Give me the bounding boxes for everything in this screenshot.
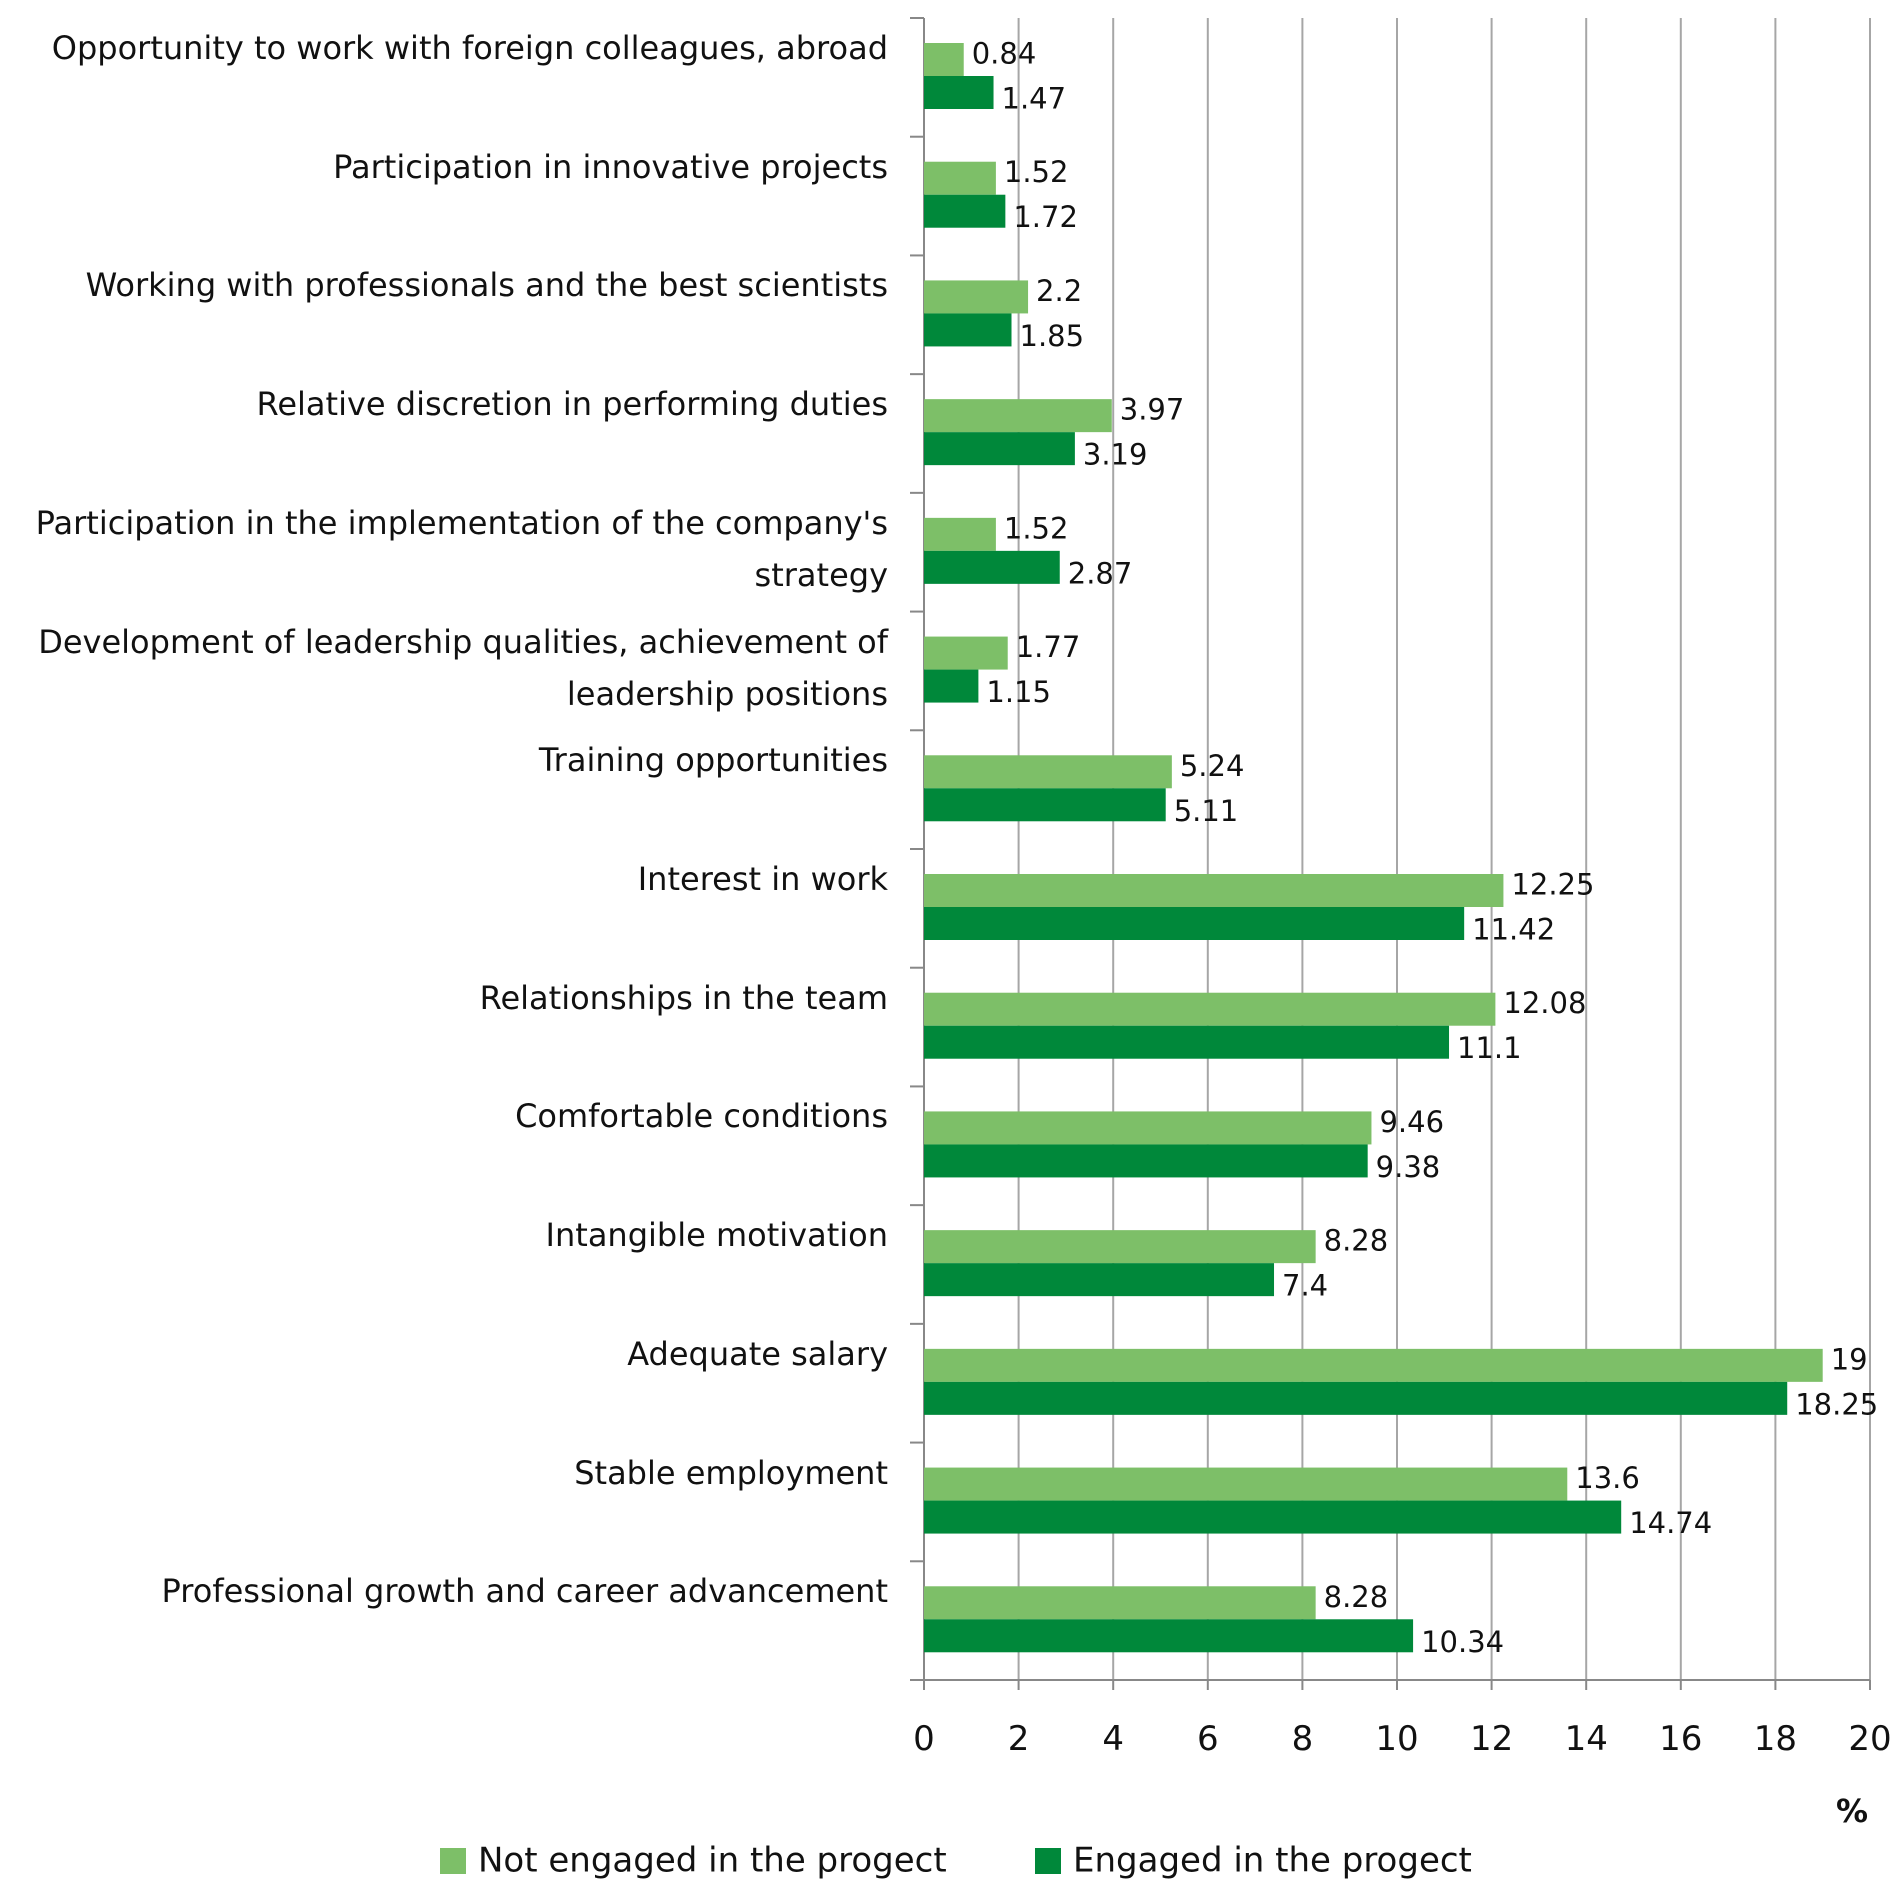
- category-label: Comfortable conditions: [515, 1097, 888, 1136]
- value-label: 11.42: [1472, 913, 1555, 947]
- category-label: Professional growth and career advanceme…: [161, 1572, 888, 1611]
- value-label: 1.85: [1020, 319, 1085, 353]
- x-axis-label: %: [1836, 1792, 1868, 1830]
- category-label: Training opportunities: [538, 741, 888, 780]
- bar: [924, 907, 1465, 940]
- x-tick-label: 4: [1102, 1719, 1124, 1759]
- category-label: Interest in work: [637, 860, 888, 898]
- bar: [924, 1263, 1275, 1297]
- bar: [924, 280, 1029, 314]
- x-tick-label: 18: [1754, 1719, 1797, 1759]
- value-label: 1.52: [1004, 155, 1069, 189]
- value-label: 1.15: [986, 675, 1051, 709]
- bar: [924, 636, 1008, 670]
- x-tick-label: 2: [1008, 1719, 1030, 1759]
- legend-swatch: [440, 1848, 466, 1874]
- value-label: 3.97: [1120, 393, 1185, 427]
- bar: [924, 432, 1075, 466]
- category-label: Working with professionals and the best …: [85, 266, 888, 305]
- value-label: 5.24: [1180, 749, 1245, 783]
- category-label: Development of leadership qualities, ach…: [38, 622, 888, 713]
- legend-label: Not engaged in the progect: [478, 1841, 947, 1881]
- value-label: 3.19: [1083, 438, 1148, 472]
- value-label: 5.11: [1174, 794, 1239, 828]
- value-label: 8.28: [1324, 1224, 1389, 1258]
- bar: [924, 399, 1112, 433]
- bar: [924, 43, 964, 76]
- value-label: 12.25: [1511, 868, 1594, 902]
- value-label: 12.08: [1503, 986, 1586, 1020]
- value-label: 18.25: [1795, 1387, 1878, 1421]
- value-label: 2.2: [1036, 274, 1082, 308]
- value-label: 1.47: [1002, 82, 1067, 116]
- value-label: 19: [1831, 1342, 1868, 1376]
- bar: [924, 194, 1006, 228]
- bar: [924, 1586, 1316, 1620]
- category-label: Intangible motivation: [545, 1216, 888, 1255]
- bar: [924, 1025, 1450, 1059]
- bar: [924, 550, 1060, 584]
- x-tick-label: 8: [1292, 1719, 1314, 1759]
- x-tick-label: 6: [1197, 1719, 1219, 1759]
- x-tick-label: 0: [913, 1719, 935, 1759]
- category-label: Participation in the implementation of t…: [35, 503, 888, 594]
- bar: [924, 1467, 1568, 1501]
- value-label: 0.84: [972, 37, 1037, 71]
- value-label: 1.52: [1004, 511, 1069, 545]
- bar: [924, 755, 1172, 789]
- value-label: 7.4: [1282, 1269, 1328, 1303]
- bar: [924, 1230, 1316, 1264]
- x-tick-label: 14: [1565, 1719, 1608, 1759]
- value-label: 10.34: [1421, 1625, 1504, 1659]
- legend-swatch: [1035, 1848, 1061, 1874]
- bar: [924, 517, 996, 551]
- value-label: 2.87: [1068, 556, 1133, 590]
- category-label: Relative discretion in performing duties: [256, 385, 888, 424]
- legend-label: Engaged in the progect: [1073, 1841, 1472, 1881]
- bar: [924, 1500, 1622, 1534]
- bar: [924, 1111, 1372, 1145]
- bar: [924, 313, 1012, 347]
- value-label: 8.28: [1324, 1580, 1389, 1614]
- x-tick-label: 12: [1470, 1719, 1513, 1759]
- bar: [924, 1348, 1823, 1382]
- bar: [924, 161, 996, 195]
- x-tick-label: 16: [1659, 1719, 1702, 1759]
- x-tick-label: 20: [1848, 1719, 1891, 1759]
- value-label: 1.72: [1013, 200, 1078, 234]
- category-label: Relationships in the team: [479, 978, 888, 1017]
- bar: [924, 874, 1504, 907]
- category-label: Stable employment: [574, 1453, 888, 1492]
- value-label: 13.6: [1575, 1461, 1640, 1495]
- bar: [924, 1144, 1368, 1178]
- bar: [924, 669, 979, 703]
- value-label: 1.77: [1016, 630, 1081, 664]
- bar: [924, 1619, 1414, 1653]
- x-tick-label: 10: [1375, 1719, 1418, 1759]
- value-label: 9.38: [1376, 1150, 1441, 1184]
- value-label: 14.74: [1629, 1506, 1712, 1540]
- bar: [924, 788, 1166, 822]
- bar: [924, 992, 1496, 1026]
- value-label: 11.1: [1457, 1031, 1522, 1065]
- category-label: Opportunity to work with foreign colleag…: [51, 29, 888, 67]
- category-label: Adequate salary: [627, 1334, 888, 1373]
- value-label: 9.46: [1379, 1105, 1444, 1139]
- bar: [924, 1381, 1788, 1415]
- bar: [924, 76, 994, 109]
- category-label: Participation in innovative projects: [333, 147, 888, 186]
